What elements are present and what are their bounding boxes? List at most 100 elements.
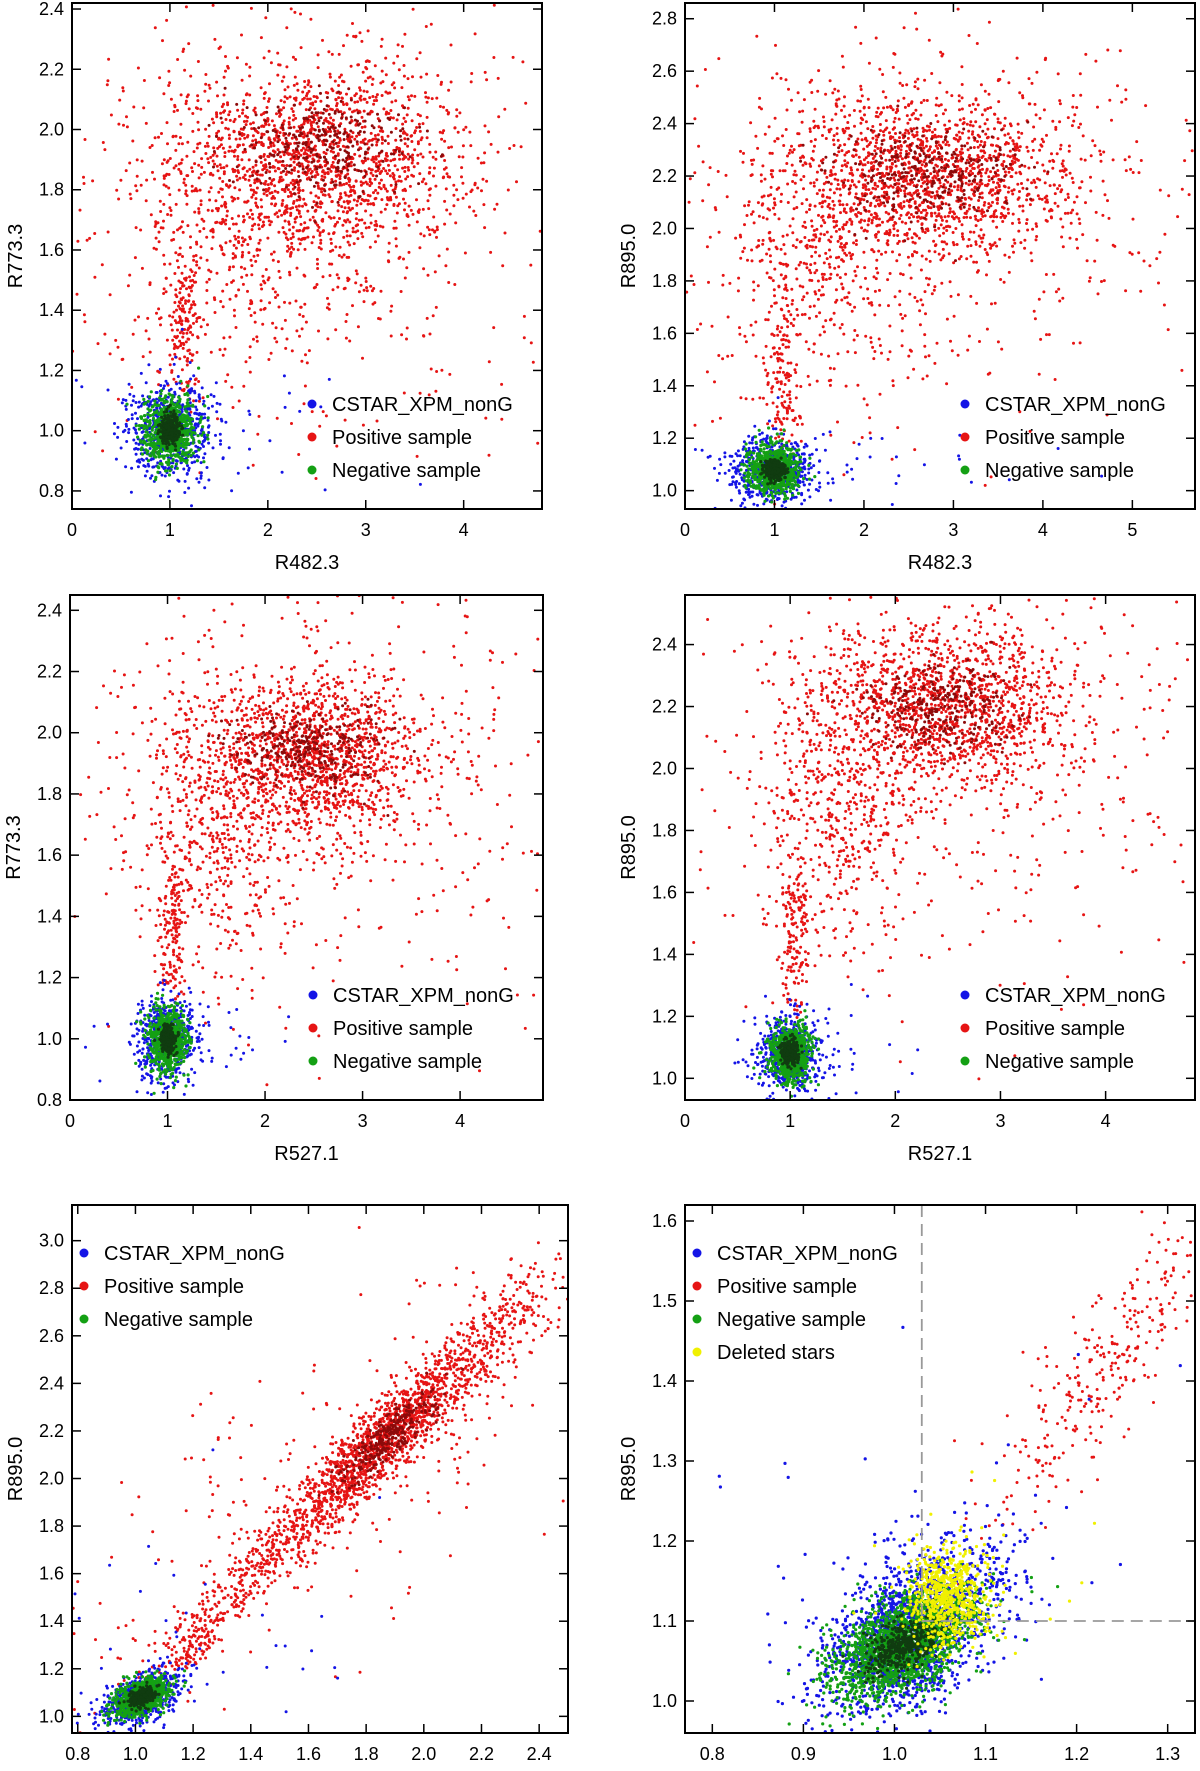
data-point xyxy=(253,181,257,185)
data-point xyxy=(260,225,264,228)
data-point xyxy=(1070,176,1074,180)
data-point xyxy=(313,220,317,224)
data-point xyxy=(268,439,272,443)
data-point xyxy=(353,118,357,122)
data-point xyxy=(1012,188,1016,192)
data-point xyxy=(263,92,266,96)
data-point xyxy=(361,70,365,74)
data-point xyxy=(193,382,197,386)
data-point xyxy=(187,379,191,383)
data-point xyxy=(386,198,390,202)
data-point xyxy=(832,134,836,138)
data-point xyxy=(293,185,297,189)
data-point xyxy=(435,235,438,239)
data-point xyxy=(189,377,193,381)
data-point xyxy=(323,171,327,175)
data-point xyxy=(165,382,169,386)
data-point xyxy=(941,169,944,173)
data-point xyxy=(866,97,870,101)
data-point xyxy=(321,170,325,174)
data-point xyxy=(301,167,305,171)
data-point xyxy=(333,186,337,189)
data-point xyxy=(130,413,134,417)
data-point xyxy=(82,313,86,317)
data-point xyxy=(1006,190,1010,194)
data-point xyxy=(1006,154,1010,158)
data-point xyxy=(258,218,262,222)
data-point xyxy=(284,132,288,136)
data-point xyxy=(316,262,319,266)
data-point xyxy=(301,189,305,192)
data-point xyxy=(248,413,252,416)
data-point xyxy=(326,130,330,134)
data-point xyxy=(146,459,151,463)
data-point xyxy=(175,259,179,263)
data-point xyxy=(431,228,434,232)
data-point xyxy=(153,448,157,452)
data-point xyxy=(307,143,311,146)
data-point xyxy=(309,191,313,195)
data-point xyxy=(153,225,157,228)
data-point xyxy=(269,351,273,355)
data-point xyxy=(348,339,352,343)
data-point xyxy=(176,441,180,445)
data-point xyxy=(331,160,335,164)
data-point xyxy=(317,129,321,133)
data-point xyxy=(329,107,333,111)
data-point xyxy=(234,237,238,241)
data-point xyxy=(443,199,447,203)
data-point xyxy=(496,150,500,154)
data-point xyxy=(421,122,425,126)
data-point xyxy=(129,490,133,494)
data-point xyxy=(943,169,947,173)
data-point xyxy=(370,143,374,147)
data-point xyxy=(285,96,289,100)
data-point xyxy=(206,157,210,161)
data-point xyxy=(250,127,254,131)
data-point xyxy=(361,423,365,427)
data-point xyxy=(337,90,341,94)
data-point xyxy=(156,452,161,456)
data-point xyxy=(428,233,432,237)
data-point xyxy=(1025,218,1029,222)
data-point xyxy=(344,336,348,340)
data-point xyxy=(338,148,342,152)
data-point xyxy=(173,103,177,107)
data-point xyxy=(169,407,173,411)
data-point xyxy=(342,44,345,48)
data-point xyxy=(406,106,410,110)
data-point xyxy=(227,137,231,140)
data-point xyxy=(1066,192,1070,196)
data-point xyxy=(885,165,889,169)
data-point xyxy=(249,208,253,212)
data-point xyxy=(149,437,153,441)
data-point xyxy=(294,116,298,120)
data-point xyxy=(174,202,178,206)
data-point xyxy=(248,235,252,239)
data-point xyxy=(195,408,199,412)
data-point xyxy=(362,109,366,113)
data-point xyxy=(228,118,232,122)
data-point xyxy=(394,148,398,152)
data-point xyxy=(125,125,129,129)
data-point xyxy=(843,178,847,182)
data-point xyxy=(173,301,177,304)
data-point xyxy=(369,131,373,135)
data-point xyxy=(439,154,443,158)
data-point xyxy=(380,69,384,73)
data-point xyxy=(291,183,295,187)
data-point xyxy=(283,212,286,216)
data-point xyxy=(291,232,295,236)
data-point xyxy=(358,88,362,92)
data-point xyxy=(179,170,183,174)
data-point xyxy=(944,186,948,190)
data-point xyxy=(907,103,911,107)
data-point xyxy=(177,304,180,308)
data-point xyxy=(345,156,349,160)
data-point xyxy=(267,146,271,149)
data-point xyxy=(342,253,346,257)
data-point xyxy=(202,399,206,403)
data-point xyxy=(962,216,966,219)
data-point xyxy=(305,361,309,365)
data-point xyxy=(1073,113,1077,117)
